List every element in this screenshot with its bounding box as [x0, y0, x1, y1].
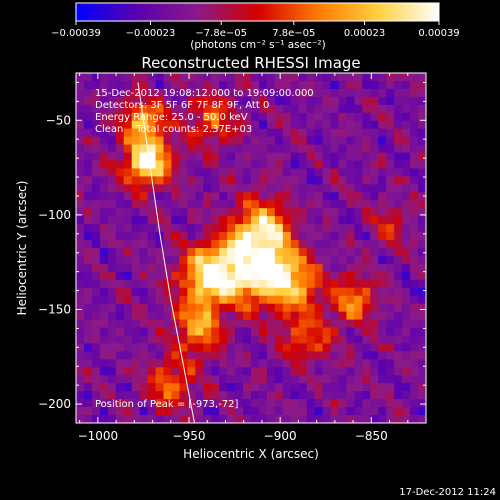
colorbar-units: (photons cm⁻² s⁻¹ asec⁻²) — [190, 39, 325, 51]
y-axis-ticks: −200 −150 −100 −50 — [38, 81, 426, 424]
annotation-detectors: Detectors: 3F 5F 6F 7F 8F 9F, Att 0 — [95, 100, 269, 111]
y-tick-label: −100 — [38, 208, 71, 222]
colorbar-tick-label: 0.00023 — [344, 28, 385, 39]
x-tick-label: −950 — [173, 429, 206, 443]
y-tick-label: −200 — [38, 397, 71, 411]
annotation-peak-position: Position of Peak = [-973,-72] — [95, 399, 239, 410]
heatmap-image — [76, 73, 426, 423]
solar-limb-line — [137, 82, 195, 423]
x-axis-ticks: −1000 −950 −900 −850 — [78, 73, 427, 443]
y-axis-label: Heliocentric Y (arcsec) — [15, 181, 29, 316]
x-tick-label: −1000 — [78, 429, 119, 443]
colorbar-ticks: −0.00039 −0.00023 −7.8e−05 7.8e−05 0.00023 0.… — [51, 21, 460, 39]
annotation-method-counts: Clean Total counts: 2.37E+03 — [95, 124, 252, 135]
x-tick-label: −850 — [355, 429, 388, 443]
x-axis-label: Heliocentric X (arcsec) — [183, 447, 319, 461]
y-tick-label: −50 — [46, 113, 71, 127]
annotation-energy-range: Energy Range: 25.0 - 50.0 keV — [95, 112, 248, 123]
x-tick-label: −900 — [264, 429, 297, 443]
colorbar-tick-label: 0.00039 — [418, 28, 459, 39]
chart-title: Reconstructed RHESSI Image — [141, 54, 360, 72]
colorbar-tick-label: −0.00023 — [126, 28, 176, 39]
footer-timestamp: 17-Dec-2012 11:24 — [399, 487, 496, 498]
annotation-time-range: 15-Dec-2012 19:08:12.000 to 19:09:00.000 — [95, 88, 314, 99]
plot-frame — [75, 72, 427, 424]
colorbar-tick-label: 7.8e−05 — [272, 28, 315, 39]
y-tick-label: −150 — [38, 302, 71, 316]
colorbar-tick-label: −7.8e−05 — [195, 28, 247, 39]
colorbar — [75, 2, 440, 22]
colorbar-tick-label: −0.00039 — [51, 28, 101, 39]
